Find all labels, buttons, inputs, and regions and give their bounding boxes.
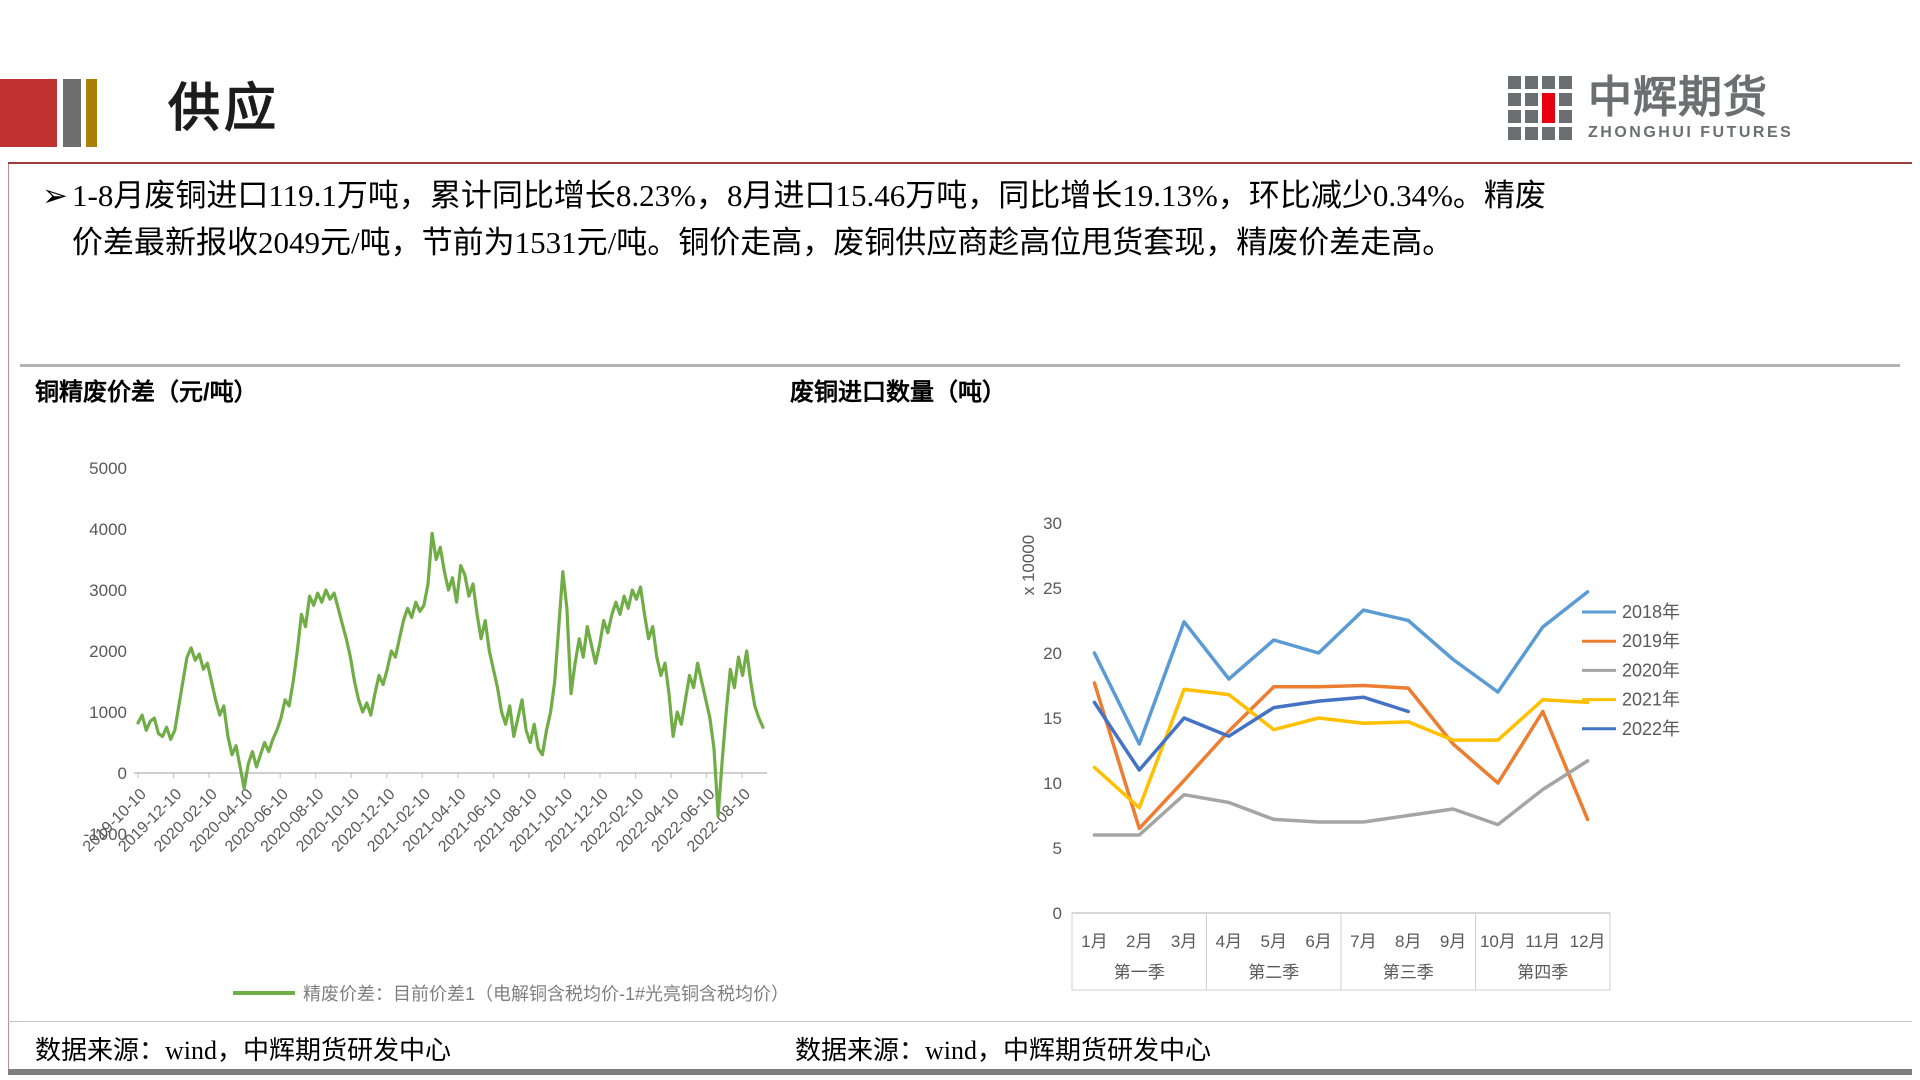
- svg-text:5: 5: [1053, 839, 1062, 858]
- svg-text:8月: 8月: [1395, 932, 1421, 951]
- svg-text:第二季: 第二季: [1248, 963, 1299, 982]
- svg-text:2000: 2000: [89, 642, 127, 661]
- svg-text:11月: 11月: [1525, 932, 1560, 951]
- spread-line-series: [136, 531, 765, 818]
- y-axis-labels: 0 5 10 15 20 25 30: [1043, 514, 1062, 923]
- logo-text: 中辉期货 ZHONGHUI FUTURES: [1588, 76, 1793, 142]
- x-axis-labels: 2019-10-102019-12-102020-02-102020-04-10…: [80, 773, 754, 856]
- series-line-2022年: [1092, 695, 1411, 772]
- legend-label-2021年: 2021年: [1622, 690, 1680, 710]
- svg-text:-1000: -1000: [84, 825, 127, 844]
- svg-text:4月: 4月: [1216, 932, 1242, 951]
- left-chart-legend: 精废价差：目前价差1（电解铜含税均价-1#光亮铜含税均价）: [233, 980, 789, 1006]
- logo-grid-icon: [1508, 76, 1572, 140]
- series-line-2018年: [1092, 590, 1590, 746]
- svg-text:2月: 2月: [1126, 932, 1152, 951]
- svg-text:4000: 4000: [89, 520, 127, 539]
- bullet-arrow-icon: ➢: [42, 178, 68, 213]
- y-axis-unit-label: x 10000: [1020, 535, 1038, 596]
- right-chart-title: 废铜进口数量（吨）: [790, 379, 1006, 406]
- svg-text:0: 0: [118, 764, 127, 783]
- svg-text:9月: 9月: [1440, 932, 1466, 951]
- svg-text:25: 25: [1043, 579, 1062, 598]
- summary-paragraph: ➢ 1-8月废铜进口119.1万吨，累计同比增长8.23%，8月进口15.46万…: [42, 172, 1554, 266]
- svg-text:15: 15: [1043, 709, 1062, 728]
- decor-gray-bar: [63, 79, 81, 147]
- series-line-2019年: [1092, 681, 1590, 831]
- y-axis-labels: 5000 4000 3000 2000 1000 0 -1000: [84, 459, 127, 844]
- legend-label: 精废价差：目前价差1（电解铜含税均价-1#光亮铜含税均价）: [303, 984, 790, 1004]
- month-labels: 1月 2月 3月 4月 5月 6月 7月 8月 9月 10月 11月 12月: [1081, 932, 1605, 951]
- legend-label-2019年: 2019年: [1622, 631, 1680, 651]
- charts-top-divider: [20, 364, 1900, 367]
- svg-text:7月: 7月: [1350, 932, 1376, 951]
- decor-red-block: [0, 79, 57, 147]
- category-table: [1071, 912, 1611, 991]
- summary-text: 1-8月废铜进口119.1万吨，累计同比增长8.23%，8月进口15.46万吨，…: [72, 178, 1546, 260]
- svg-text:第三季: 第三季: [1383, 963, 1434, 982]
- header-divider: [8, 162, 1912, 164]
- series-line-2020年: [1092, 759, 1590, 837]
- price-spread-chart: 5000 4000 3000 2000 1000 0 -10002019-10-102019…: [80, 459, 767, 856]
- quarter-labels: 第一季 第二季 第三季 第四季: [1114, 963, 1569, 982]
- company-logo: 中辉期货 ZHONGHUI FUTURES: [1508, 76, 1793, 144]
- svg-text:第一季: 第一季: [1114, 963, 1165, 982]
- logo-name: 中辉期货: [1588, 73, 1768, 122]
- scrap-import-chart: 0 5 10 15 20 25 30 x 10000 1月 2月 3月 4月 5月 6月 7月 8月 9月 10月…: [1020, 514, 1680, 991]
- legend-label-2022年: 2022年: [1622, 719, 1680, 739]
- svg-text:6月: 6月: [1305, 932, 1331, 951]
- svg-text:20: 20: [1043, 644, 1062, 663]
- logo-subtitle: ZHONGHUI FUTURES: [1588, 124, 1794, 141]
- legend-line-swatch: [233, 991, 295, 995]
- bottom-bar: [8, 1069, 1912, 1075]
- left-chart-title: 铜精废价差（元/吨）: [35, 379, 258, 406]
- series-line-2021年: [1092, 687, 1590, 810]
- svg-text:3月: 3月: [1171, 932, 1197, 951]
- svg-text:10月: 10月: [1480, 932, 1516, 951]
- legend-label-2020年: 2020年: [1622, 660, 1680, 680]
- svg-text:5000: 5000: [89, 459, 127, 478]
- page-title: 供应: [168, 81, 281, 138]
- svg-text:第四季: 第四季: [1517, 963, 1568, 982]
- svg-text:10: 10: [1043, 774, 1062, 793]
- chart-legend: 2018年 2019年 2020年 2021年 2022年: [1582, 602, 1680, 739]
- svg-text:1月: 1月: [1081, 932, 1107, 951]
- decor-gold-bar: [86, 79, 97, 147]
- svg-text:0: 0: [1053, 904, 1062, 923]
- svg-text:5月: 5月: [1261, 932, 1287, 951]
- right-source-note: 数据来源：wind，中辉期货研发中心: [795, 1036, 1212, 1065]
- footer-divider: [8, 1021, 1912, 1022]
- svg-text:3000: 3000: [89, 581, 127, 600]
- svg-text:12月: 12月: [1570, 932, 1606, 951]
- svg-text:1000: 1000: [89, 703, 127, 722]
- svg-text:30: 30: [1043, 514, 1062, 533]
- legend-label-2018年: 2018年: [1622, 602, 1680, 622]
- left-source-note: 数据来源：wind，中辉期货研发中心: [35, 1036, 452, 1065]
- left-edge-line: [8, 164, 9, 1069]
